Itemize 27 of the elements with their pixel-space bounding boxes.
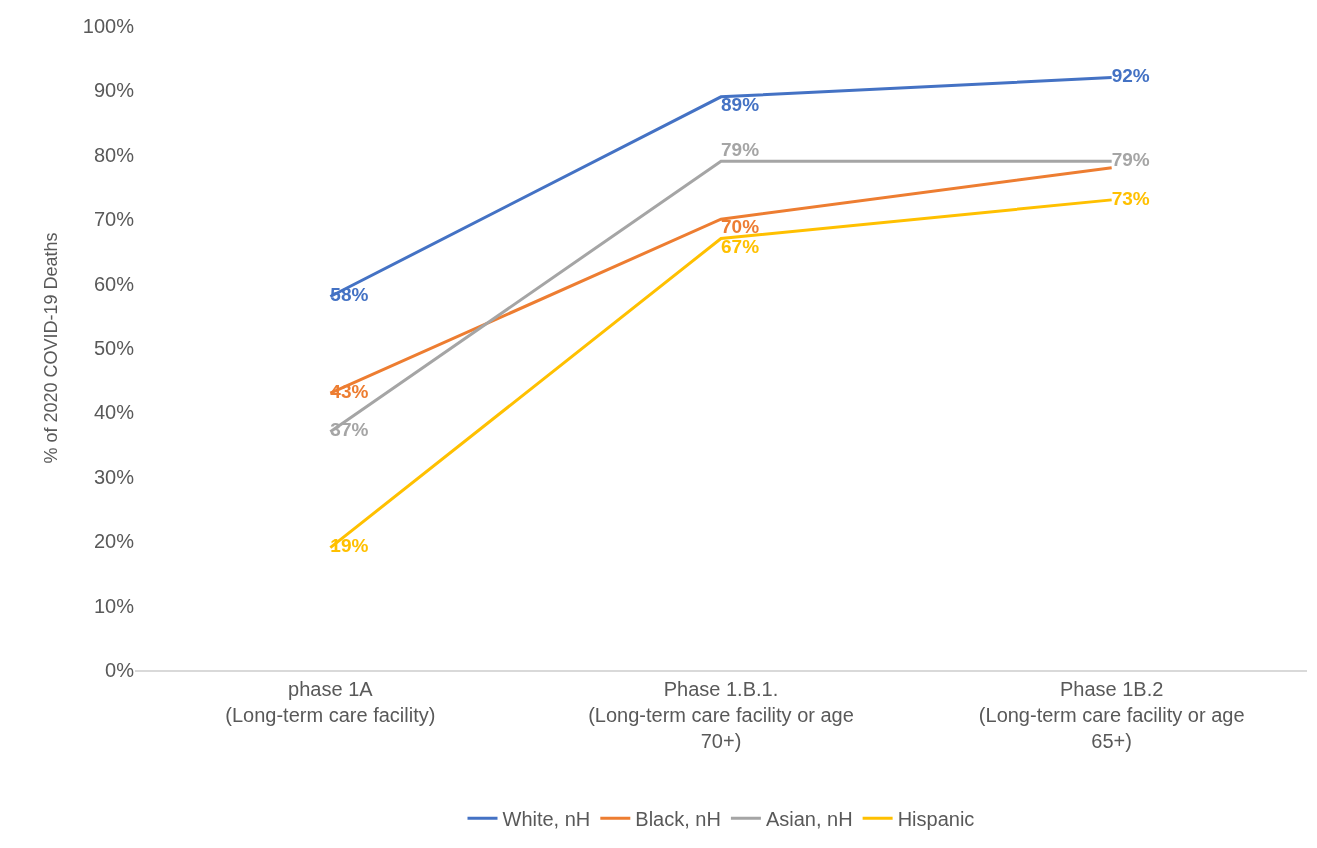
x-tick-label: phase 1A (Long-term care facility) — [225, 677, 436, 726]
y-tick-label: 60% — [93, 272, 135, 295]
legend-label: Black, nH — [635, 808, 721, 831]
y-tick-label: 20% — [93, 530, 135, 553]
y-tick-label: 100% — [82, 15, 135, 37]
data-label: 92% — [1111, 65, 1150, 87]
y-tick-label: 70% — [93, 208, 135, 231]
legend-label: White, nH — [502, 808, 591, 831]
legend-label: Asian, nH — [765, 808, 853, 831]
y-tick-label: 90% — [93, 79, 135, 102]
legend-label: Hispanic — [897, 808, 975, 831]
x-tick-label: Phase 1.B.1. (Long-term care facility or age 70+) — [588, 677, 854, 752]
data-label: 19% — [330, 535, 369, 557]
x-tick-label: Phase 1B.2 (Long-term care facility or age 65+) — [978, 677, 1245, 752]
data-label: 79% — [1111, 148, 1150, 170]
data-label: 79% — [721, 139, 760, 161]
y-tick-label: 40% — [93, 401, 135, 424]
y-tick-label: 0% — [105, 659, 135, 681]
y-tick-label: 50% — [93, 337, 135, 359]
y-tick-label: 30% — [93, 465, 135, 488]
data-label: 89% — [721, 94, 760, 116]
y-tick-label: 80% — [93, 143, 135, 166]
y-tick-label: 10% — [93, 594, 135, 617]
data-label: 67% — [721, 235, 760, 257]
y-axis-title: % of 2020 COVID-19 Deaths — [41, 232, 62, 464]
data-label: 70% — [721, 216, 760, 238]
data-label: 73% — [1111, 187, 1150, 209]
